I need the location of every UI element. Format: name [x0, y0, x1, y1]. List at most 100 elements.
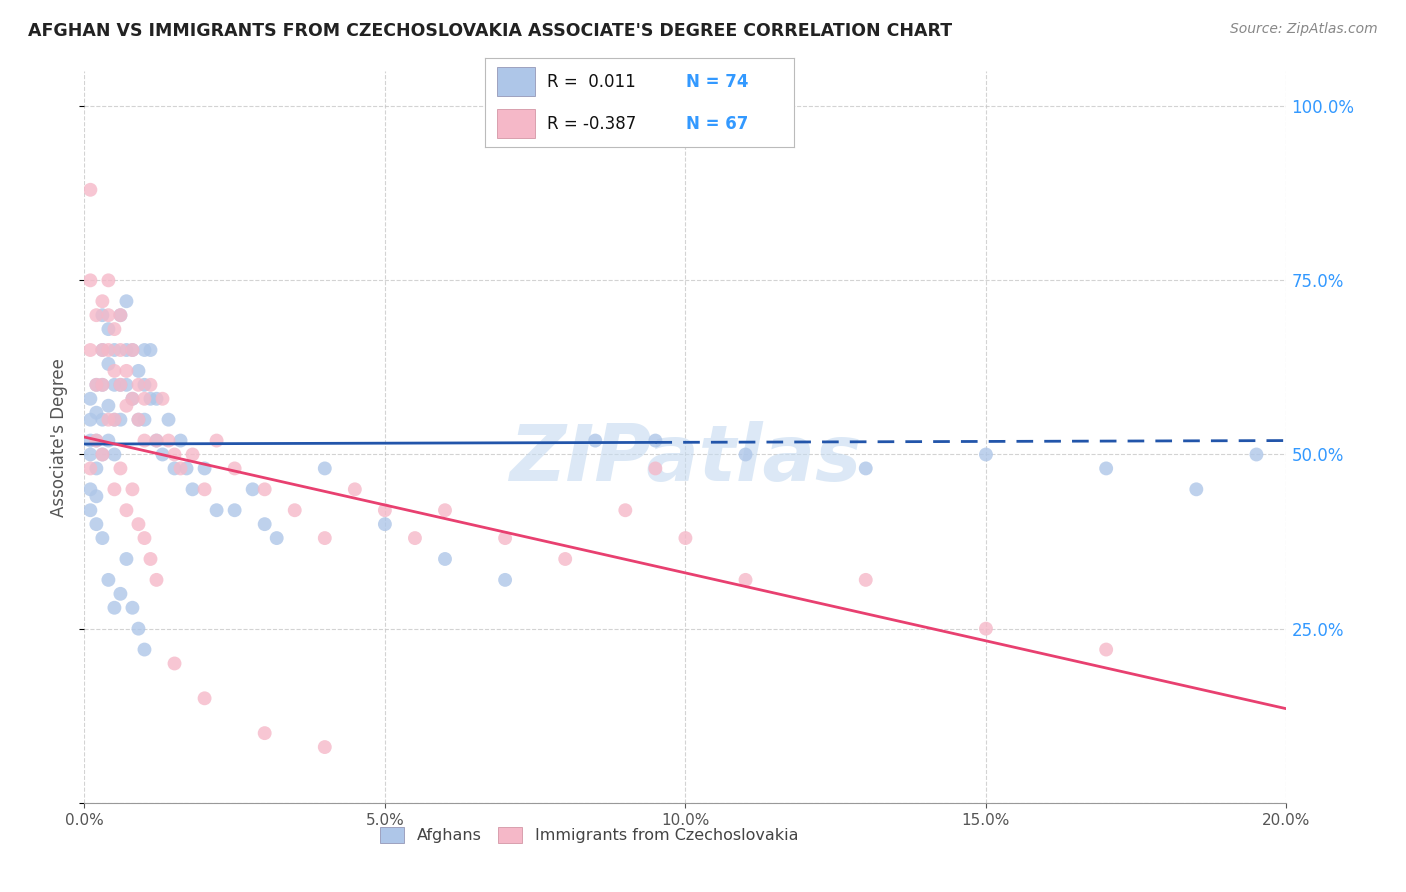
Point [79, 343, 101, 357]
Point [253, 517, 276, 532]
Point [157, 412, 180, 426]
Point [86, 434, 108, 448]
Point [86, 489, 108, 503]
Point [1095, 642, 1118, 657]
Point [139, 392, 162, 406]
Point [127, 364, 149, 378]
Point [1185, 483, 1208, 497]
Point [79, 273, 101, 287]
Point [1246, 448, 1268, 462]
Point [91, 343, 114, 357]
Point [121, 600, 143, 615]
Point [614, 503, 637, 517]
Point [91, 377, 114, 392]
Point [79, 434, 101, 448]
Point [644, 461, 666, 475]
Point [134, 531, 156, 545]
Point [103, 483, 125, 497]
Point [97, 308, 120, 322]
Point [169, 461, 191, 475]
Point [127, 377, 149, 392]
Point [127, 622, 149, 636]
Point [152, 448, 174, 462]
Point [284, 503, 307, 517]
Point [242, 483, 264, 497]
Point [974, 448, 997, 462]
Point [86, 308, 108, 322]
Point [103, 377, 125, 392]
Point [145, 434, 167, 448]
Point [253, 483, 276, 497]
Point [343, 483, 366, 497]
Point [181, 483, 204, 497]
Point [224, 503, 246, 517]
Text: R = -0.387: R = -0.387 [547, 114, 636, 133]
Point [91, 377, 114, 392]
Point [134, 343, 156, 357]
Point [134, 642, 156, 657]
Point [163, 448, 186, 462]
Point [115, 552, 138, 566]
Point [134, 412, 156, 426]
Legend: Afghans, Immigrants from Czechoslovakia: Afghans, Immigrants from Czechoslovakia [374, 821, 804, 850]
Point [115, 377, 138, 392]
Text: R =  0.011: R = 0.011 [547, 72, 636, 91]
Point [110, 308, 132, 322]
Point [121, 392, 143, 406]
Point [224, 461, 246, 475]
Point [97, 412, 120, 426]
Point [103, 448, 125, 462]
Point [110, 587, 132, 601]
Point [205, 434, 228, 448]
Point [134, 434, 156, 448]
Point [79, 412, 101, 426]
Point [121, 392, 143, 406]
Point [79, 461, 101, 475]
Point [97, 434, 120, 448]
Point [110, 461, 132, 475]
Point [91, 448, 114, 462]
Point [675, 531, 697, 545]
Point [91, 308, 114, 322]
Point [127, 412, 149, 426]
Point [157, 434, 180, 448]
Point [115, 399, 138, 413]
Point [86, 377, 108, 392]
Point [855, 461, 877, 475]
Point [110, 343, 132, 357]
Point [103, 600, 125, 615]
Point [181, 448, 204, 462]
Point [494, 531, 516, 545]
Text: Source: ZipAtlas.com: Source: ZipAtlas.com [1230, 22, 1378, 37]
Point [127, 517, 149, 532]
Point [79, 503, 101, 517]
Text: AFGHAN VS IMMIGRANTS FROM CZECHOSLOVAKIA ASSOCIATE'S DEGREE CORRELATION CHART: AFGHAN VS IMMIGRANTS FROM CZECHOSLOVAKIA… [28, 22, 952, 40]
Point [145, 392, 167, 406]
Point [554, 552, 576, 566]
Point [91, 448, 114, 462]
Point [110, 412, 132, 426]
Point [374, 517, 396, 532]
Point [145, 573, 167, 587]
Point [97, 573, 120, 587]
Point [79, 448, 101, 462]
Point [127, 412, 149, 426]
Point [1095, 461, 1118, 475]
Point [194, 461, 217, 475]
Point [253, 726, 276, 740]
Point [79, 183, 101, 197]
Point [103, 343, 125, 357]
Point [103, 412, 125, 426]
Point [205, 503, 228, 517]
Point [79, 392, 101, 406]
Point [494, 573, 516, 587]
Point [103, 364, 125, 378]
Point [176, 461, 198, 475]
Text: N = 67: N = 67 [686, 114, 748, 133]
Point [86, 517, 108, 532]
Point [314, 531, 336, 545]
Point [121, 343, 143, 357]
Point [434, 503, 457, 517]
Point [163, 657, 186, 671]
Point [97, 357, 120, 371]
